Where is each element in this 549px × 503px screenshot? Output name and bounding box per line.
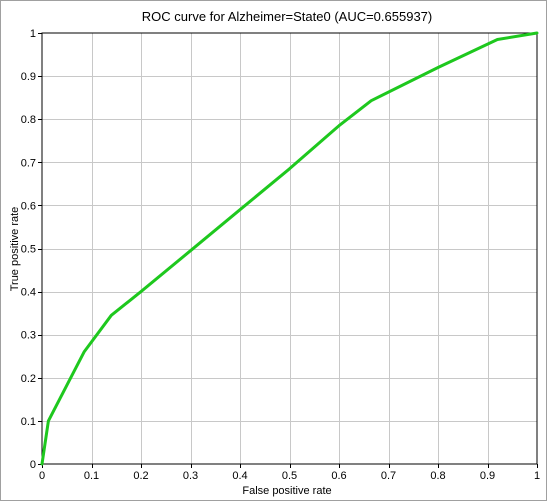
series-layer bbox=[40, 31, 539, 466]
x-tick-label: 0.2 bbox=[133, 470, 148, 482]
y-tick-label: 0 bbox=[30, 459, 36, 471]
chart-title: ROC curve for Alzheimer=State0 (AUC=0.65… bbox=[142, 9, 432, 24]
x-tick-label: 0.9 bbox=[480, 470, 495, 482]
tick-layer: 0 0.1 0.2 0.3 0.4 0.5 0.6 0.7 0.8 0.9 1 0 0.1 0.2 0.3 0… bbox=[21, 28, 540, 482]
x-tick-label: 0.8 bbox=[430, 470, 445, 482]
y-tick-label: 0.1 bbox=[21, 416, 36, 428]
y-tick-label: 1 bbox=[30, 28, 36, 40]
y-tick-label: 0.9 bbox=[21, 71, 36, 83]
x-tick-label: 1 bbox=[534, 470, 540, 482]
x-tick-label: 0.3 bbox=[183, 470, 198, 482]
y-tick-label: 0.4 bbox=[21, 287, 36, 299]
y-tick-label: 0.3 bbox=[21, 330, 36, 342]
x-tick-label: 0.1 bbox=[84, 470, 99, 482]
y-tick-label: 0.2 bbox=[21, 373, 36, 385]
plot-area-frame bbox=[41, 32, 538, 465]
x-tick-label: 0.7 bbox=[381, 470, 396, 482]
x-tick-label: 0.6 bbox=[331, 470, 346, 482]
x-tick-label: 0.5 bbox=[282, 470, 297, 482]
x-axis-title: False positive rate bbox=[242, 485, 331, 497]
y-tick-label: 0.8 bbox=[21, 114, 36, 126]
grid-layer bbox=[42, 33, 537, 464]
y-tick-label: 0.5 bbox=[21, 244, 36, 256]
y-tick-label: 0.6 bbox=[21, 200, 36, 212]
x-tick-label: 0 bbox=[39, 470, 45, 482]
y-axis-title: True positive rate bbox=[9, 207, 21, 292]
roc-curve-line bbox=[40, 31, 539, 466]
y-tick-label: 0.7 bbox=[21, 157, 36, 169]
x-tick-label: 0.4 bbox=[232, 470, 247, 482]
